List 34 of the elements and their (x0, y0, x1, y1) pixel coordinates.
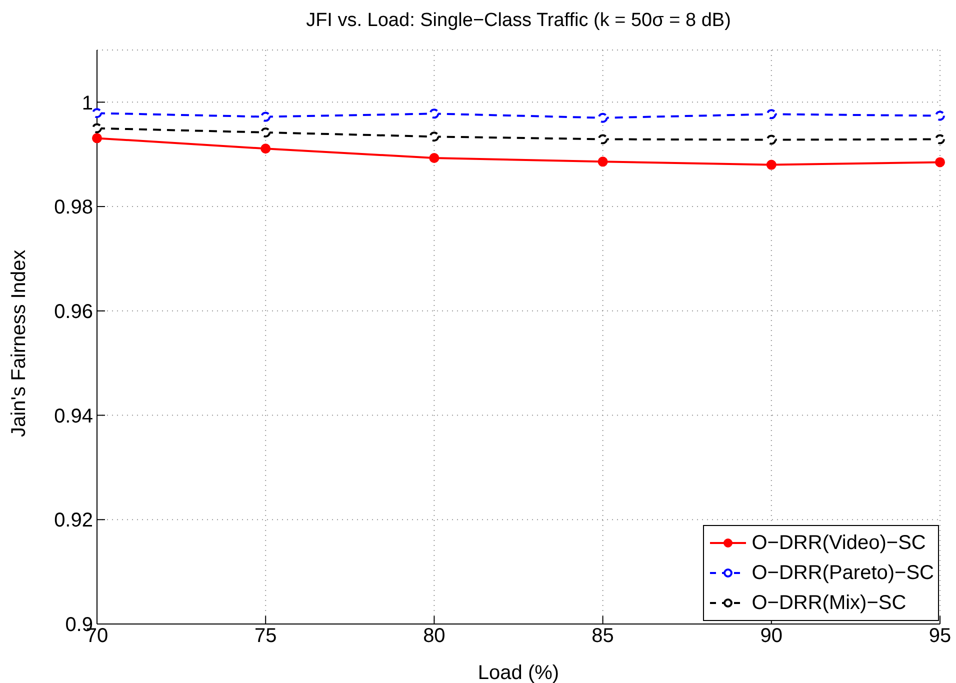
point (429, 108, 440, 119)
y-tick-label: 0.98 (54, 196, 93, 219)
point (598, 134, 608, 144)
chart-title: JFI vs. Load: Single−Class Traffic (k = 50σ = 8 dB) (305, 10, 732, 32)
point (766, 134, 776, 145)
point (260, 144, 271, 154)
point (429, 132, 440, 142)
point (935, 157, 945, 168)
point (766, 160, 776, 170)
y-tick-label: 0.96 (54, 301, 93, 324)
x-axis-title: Load (%) (478, 662, 560, 683)
legend-label: O−DRR(Video)−SC (752, 532, 926, 554)
point (598, 112, 608, 123)
y-tick-label: 0.92 (54, 510, 93, 532)
y-tick-label: 0.94 (54, 405, 93, 428)
legend-label: O−DRR(Pareto)−SC (752, 562, 934, 584)
x-tick-label: 90 (760, 625, 783, 648)
x-tick-label: 95 (928, 625, 952, 648)
point (598, 156, 608, 167)
x-tick-label: 75 (254, 625, 277, 648)
point (935, 110, 945, 121)
point (935, 134, 945, 144)
point (92, 108, 102, 118)
point (92, 123, 102, 134)
point (92, 133, 102, 144)
x-tick-label: 85 (592, 625, 614, 648)
point (429, 153, 440, 164)
point (766, 109, 776, 120)
y-axis-title: Jain's Fairness Index (8, 250, 30, 437)
point (260, 112, 271, 122)
legend-label: O−DRR(Mix)−SC (752, 592, 906, 614)
point (260, 127, 271, 138)
x-tick-label: 80 (423, 625, 446, 648)
y-tick-label: 1 (82, 92, 93, 114)
